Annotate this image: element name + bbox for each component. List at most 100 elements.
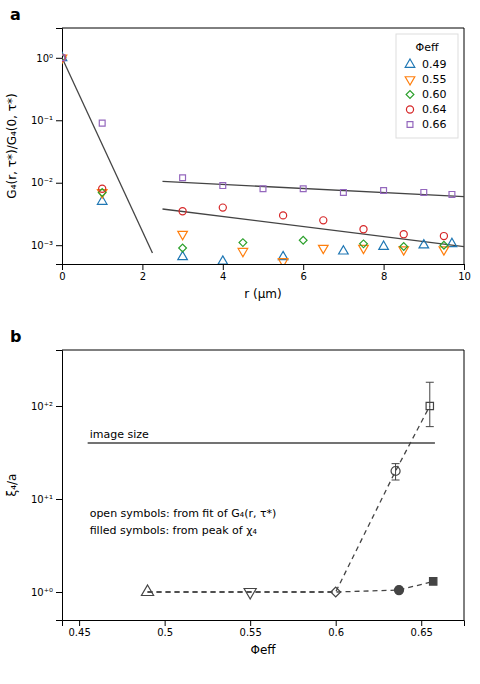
point bbox=[99, 120, 105, 126]
point bbox=[179, 208, 186, 215]
x-tick-label: 0.55 bbox=[240, 627, 262, 638]
x-tick-mark bbox=[165, 620, 166, 626]
fit-line bbox=[88, 442, 435, 443]
x-tick-label: 4 bbox=[220, 271, 226, 282]
annotation: filled symbols: from peak of χ₄ bbox=[90, 524, 258, 537]
y-axis-line bbox=[56, 29, 63, 265]
legend-title: Φeff bbox=[415, 41, 438, 54]
point bbox=[447, 238, 457, 246]
panel: 0.450.50.550.60.6510⁺⁰10⁺¹10⁺²bΦeffξ₄/ai… bbox=[5, 327, 465, 657]
x-axis-title: Φeff bbox=[250, 643, 276, 657]
point bbox=[62, 54, 66, 61]
y-tick-label: 10⁺⁰ bbox=[31, 587, 53, 598]
x-axis: 0.450.50.550.60.65 bbox=[63, 620, 465, 638]
legend-box bbox=[396, 34, 458, 138]
legend-marker bbox=[407, 122, 413, 128]
point bbox=[430, 578, 437, 585]
x-tick: 4 bbox=[220, 264, 226, 282]
point bbox=[391, 466, 400, 475]
panel-title: a bbox=[10, 5, 21, 24]
x-axis-title: r (μm) bbox=[244, 287, 281, 301]
x-tick-label: 8 bbox=[381, 271, 387, 282]
y-axis-title: ξ₄/a bbox=[5, 474, 19, 497]
y-axis: 10⁺⁰ 10⁺¹ 10⁺² bbox=[31, 351, 63, 621]
x-tick-label: 0.45 bbox=[68, 627, 90, 638]
x-tick-mark bbox=[142, 264, 143, 270]
point bbox=[339, 246, 349, 254]
point bbox=[238, 248, 248, 256]
y-tick: 10⁺² bbox=[31, 401, 62, 412]
point bbox=[260, 186, 266, 192]
point bbox=[320, 217, 327, 224]
x-tick: 2 bbox=[140, 264, 146, 282]
dashed-line bbox=[148, 581, 434, 592]
point bbox=[62, 55, 67, 63]
point bbox=[299, 236, 307, 244]
point bbox=[99, 185, 106, 192]
point bbox=[179, 244, 187, 252]
x-tick: 8 bbox=[381, 264, 387, 282]
x-tick-mark bbox=[464, 264, 465, 270]
y-axis-line bbox=[56, 351, 63, 621]
y-tick: 10⁻³ bbox=[31, 240, 62, 251]
x-tick-label: 10 bbox=[458, 271, 471, 282]
x-tick-label: 0 bbox=[59, 271, 65, 282]
y-tick-mark bbox=[56, 183, 62, 184]
point bbox=[340, 189, 346, 195]
legend-marker bbox=[405, 59, 415, 67]
point bbox=[239, 239, 247, 247]
x-tick-mark bbox=[303, 264, 304, 270]
y-tick-label: 10⁻¹ bbox=[31, 115, 53, 126]
error-bar bbox=[426, 382, 434, 426]
point bbox=[280, 212, 287, 219]
panel-title: b bbox=[10, 327, 21, 346]
point bbox=[62, 55, 65, 61]
point bbox=[449, 192, 455, 198]
point bbox=[400, 243, 408, 251]
x-axis-line bbox=[63, 265, 465, 271]
x-axis-line bbox=[63, 621, 465, 627]
point bbox=[360, 226, 367, 233]
fit-line bbox=[163, 181, 465, 196]
x-tick: 0 bbox=[59, 264, 65, 282]
y-tick-mark bbox=[56, 120, 62, 121]
y-tick-label: 10⁺¹ bbox=[31, 494, 53, 505]
y-tick: 10⁺¹ bbox=[31, 494, 62, 505]
x-tick: 6 bbox=[301, 264, 307, 282]
x-tick-label: 2 bbox=[140, 271, 146, 282]
legend-marker bbox=[405, 77, 415, 85]
point bbox=[300, 186, 306, 192]
y-tick-label: 10⁻³ bbox=[31, 240, 53, 251]
point bbox=[220, 183, 226, 189]
legend-label: 0.49 bbox=[422, 58, 447, 71]
point bbox=[244, 588, 256, 599]
y-axis-title: G₄(r, τ*)/G₄(0, τ*) bbox=[5, 93, 19, 198]
x-tick: 0.45 bbox=[68, 620, 90, 638]
frame bbox=[62, 350, 464, 351]
plot-area bbox=[88, 382, 437, 599]
frame bbox=[464, 28, 465, 264]
y-tick-mark bbox=[56, 592, 62, 593]
point bbox=[421, 189, 427, 195]
fit-line bbox=[62, 58, 152, 253]
legend-label: 0.64 bbox=[422, 103, 447, 116]
point bbox=[62, 54, 66, 62]
x-tick: 10 bbox=[458, 264, 471, 282]
y-tick-label: 10⁰ bbox=[36, 53, 53, 64]
legend-marker bbox=[406, 106, 413, 113]
legend-label: 0.60 bbox=[422, 88, 447, 101]
point bbox=[381, 188, 387, 194]
fit-line bbox=[163, 209, 465, 247]
frame bbox=[62, 28, 464, 29]
y-tick: 10⁰ bbox=[36, 53, 62, 64]
point bbox=[426, 402, 433, 409]
point bbox=[400, 231, 407, 238]
x-tick: 0.5 bbox=[157, 620, 173, 638]
x-tick-label: 0.65 bbox=[411, 627, 433, 638]
point bbox=[218, 256, 228, 264]
annotation: open symbols: from fit of G₄(r, τ*) bbox=[90, 507, 277, 520]
x-tick-mark bbox=[336, 620, 337, 626]
dashed-line bbox=[148, 406, 430, 592]
point bbox=[180, 175, 186, 181]
point bbox=[278, 259, 288, 264]
